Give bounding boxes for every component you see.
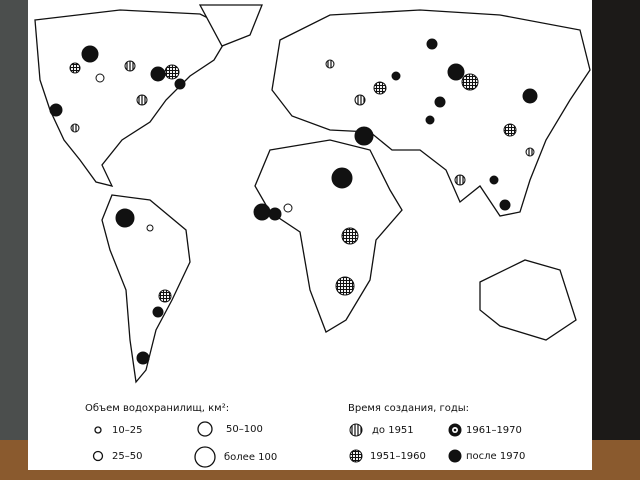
legend-item: 50–100: [226, 424, 263, 435]
legend-title: Объем водохранилищ, км²:: [85, 403, 229, 414]
reservoir: [95, 73, 105, 83]
legend-item: более 100: [224, 452, 277, 463]
legend-symbol: [92, 450, 104, 462]
australia: [479, 259, 577, 341]
reservoir: [158, 289, 172, 303]
reservoir: [426, 38, 438, 50]
reservoir: [69, 62, 81, 74]
reservoir: [115, 208, 135, 228]
legend-symbol-dot: [453, 428, 457, 432]
reservoir: [503, 123, 517, 137]
reservoirs: [49, 38, 538, 365]
legend-symbol: [194, 446, 216, 468]
legend: Объем водохранилищ, км²: 10–25 25–50 50–…: [85, 403, 525, 468]
reservoir: [489, 175, 499, 185]
reservoir: [81, 45, 99, 63]
reservoir: [164, 64, 180, 80]
south-america: [101, 194, 191, 384]
reservoir: [525, 147, 535, 157]
legend-symbol: [197, 421, 213, 437]
left-wall: [0, 0, 28, 480]
reservoir: [283, 203, 293, 213]
reservoir: [391, 71, 401, 81]
legend-item: 25–50: [112, 451, 142, 462]
legend-symbol: [349, 423, 363, 437]
legend-symbol: [448, 449, 462, 463]
legend-symbol: [94, 426, 102, 434]
reservoir: [354, 94, 366, 106]
reservoir: [152, 306, 164, 318]
legend-item: до 1951: [372, 425, 414, 436]
reservoir: [124, 60, 136, 72]
reservoir: [499, 199, 511, 211]
reservoir: [335, 276, 355, 296]
reservoir: [373, 81, 387, 95]
reservoir: [454, 174, 466, 186]
reservoir: [150, 66, 166, 82]
reservoir: [49, 103, 63, 117]
reservoir: [341, 227, 359, 245]
legend-item: 10–25: [112, 425, 142, 436]
reservoir: [325, 59, 335, 69]
reservoir: [136, 94, 148, 106]
reservoir: [136, 351, 150, 365]
legend-item: 1961–1970: [466, 425, 522, 436]
reservoir: [146, 224, 154, 232]
reservoir: [425, 115, 435, 125]
legend-title: Время создания, годы:: [348, 403, 469, 414]
reservoir: [174, 78, 186, 90]
legend-item: 1951–1960: [370, 451, 426, 462]
reservoir: [268, 207, 282, 221]
reservoir: [253, 203, 271, 221]
reservoir: [461, 73, 479, 91]
eurasia: [271, 9, 591, 217]
reservoir: [70, 123, 80, 133]
right-wall: [592, 0, 640, 480]
reservoir: [522, 88, 538, 104]
greenland: [198, 4, 263, 47]
reservoir: [331, 167, 353, 189]
legend-symbol: [349, 449, 363, 463]
reservoir: [434, 96, 446, 108]
legend-item: после 1970: [466, 451, 525, 462]
reservoir: [354, 126, 374, 146]
reservoir: [447, 63, 465, 81]
